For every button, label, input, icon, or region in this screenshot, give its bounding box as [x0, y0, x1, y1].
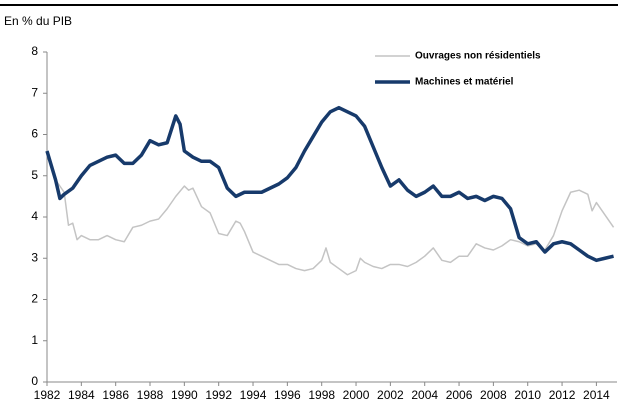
x-tick-label: 1994 [240, 388, 267, 402]
x-tick-label: 1996 [274, 388, 301, 402]
x-tick-label: 1982 [34, 388, 61, 402]
y-tick-label: 4 [31, 209, 38, 223]
x-tick-label: 2012 [549, 388, 576, 402]
x-tick-label: 1992 [205, 388, 232, 402]
y-tick-label: 1 [31, 333, 38, 347]
x-tick-label: 1998 [308, 388, 335, 402]
x-tick-label: 1984 [68, 388, 95, 402]
y-axis-label: En % du PIB [4, 14, 72, 28]
x-tick-label: 2008 [480, 388, 507, 402]
series-line [45, 105, 614, 263]
x-tick-label: 1988 [137, 388, 164, 402]
x-tick-label: 2002 [377, 388, 404, 402]
y-tick-label: 6 [31, 127, 38, 141]
legend-label: Ouvrages non résidentiels [415, 51, 541, 62]
x-tick-label: 2010 [514, 388, 541, 402]
y-tick-label: 8 [31, 44, 38, 58]
y-tick-label: 5 [31, 168, 38, 182]
y-tick-label: 7 [31, 85, 38, 99]
y-tick-label: 0 [31, 374, 38, 388]
series-line [46, 154, 615, 276]
x-tick-label: 2014 [583, 388, 610, 402]
x-tick-label: 1986 [102, 388, 129, 402]
y-tick-label: 2 [31, 292, 38, 306]
x-tick-label: 2004 [411, 388, 438, 402]
legend-label: Machines et matériel [415, 77, 514, 88]
x-tick-label: 2006 [446, 388, 473, 402]
y-tick-label: 3 [31, 250, 38, 264]
x-tick-label: 2000 [343, 388, 370, 402]
x-tick-label: 1990 [171, 388, 198, 402]
